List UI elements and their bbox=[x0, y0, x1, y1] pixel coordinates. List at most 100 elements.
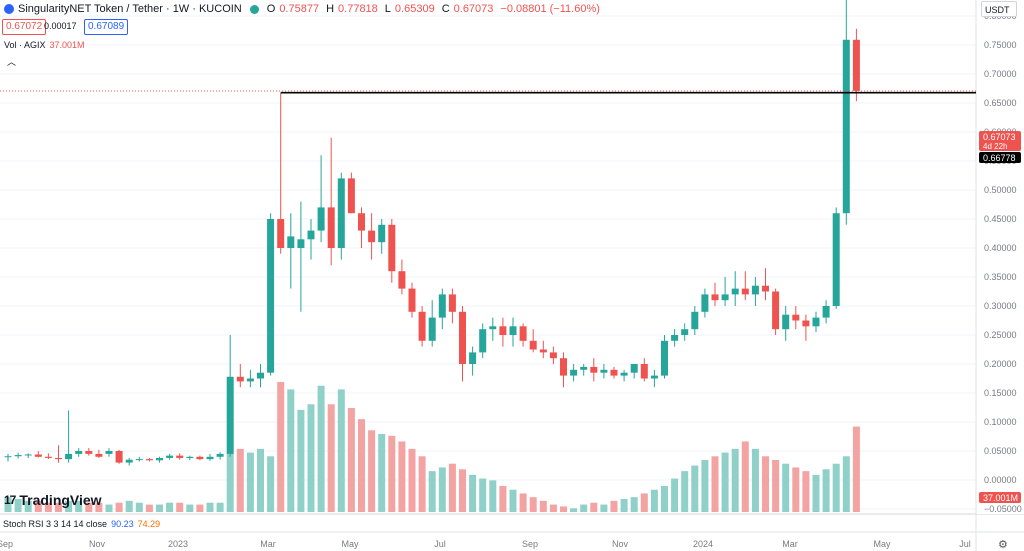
candle-body bbox=[751, 285, 759, 295]
candle bbox=[751, 277, 759, 306]
volume-bar bbox=[782, 463, 790, 512]
volume-bar bbox=[277, 382, 285, 512]
time-tick-label: Nov bbox=[89, 539, 106, 549]
candle bbox=[580, 364, 588, 376]
volume-bar bbox=[34, 500, 42, 512]
candle bbox=[358, 207, 365, 248]
time-tick-label: Jul bbox=[959, 539, 971, 549]
symbol-title[interactable]: SingularityNET Token / Tether · 1W · KUC… bbox=[18, 3, 242, 15]
volume-bar bbox=[580, 504, 588, 512]
candle-body bbox=[762, 285, 769, 292]
candle-body bbox=[75, 451, 83, 454]
candle-body bbox=[590, 366, 598, 373]
price-tick-label: 0.75000 bbox=[984, 40, 1017, 50]
candle bbox=[4, 453, 12, 462]
chevron-up-icon[interactable]: ︿ bbox=[7, 57, 17, 67]
candle-body bbox=[691, 311, 699, 330]
gear-icon[interactable]: ⚙ bbox=[998, 539, 1008, 551]
countdown-tag-value: 4d 22h bbox=[983, 142, 1007, 151]
candle-body bbox=[630, 364, 638, 373]
candle-body bbox=[125, 459, 133, 463]
candle-body bbox=[368, 230, 376, 243]
price-tick-label: 0.05000 bbox=[984, 446, 1017, 456]
candle bbox=[55, 445, 62, 463]
candle-body bbox=[428, 317, 436, 341]
stoch-rsi-legend: Stoch RSI 3 3 14 14 close 90.23 74.29 bbox=[3, 519, 160, 529]
candle-body bbox=[640, 364, 648, 379]
volume-bar bbox=[459, 469, 466, 512]
candle-body bbox=[772, 291, 780, 330]
price-axis[interactable]: 0.850000.800000.750000.700000.650000.600… bbox=[977, 0, 1024, 514]
candle bbox=[549, 346, 557, 364]
candle bbox=[529, 329, 537, 353]
candle bbox=[782, 306, 790, 341]
candle-body bbox=[24, 454, 32, 456]
candle-body bbox=[398, 271, 406, 289]
volume-bars bbox=[4, 382, 860, 512]
candle-body bbox=[287, 236, 295, 248]
candle-body bbox=[721, 294, 729, 301]
symbol-logo-icon bbox=[4, 4, 14, 14]
candle-body bbox=[782, 314, 790, 330]
candle-body bbox=[216, 453, 224, 457]
currency-button[interactable]: USDT bbox=[981, 1, 1017, 17]
horizontal-line[interactable] bbox=[0, 90, 976, 94]
candle-body bbox=[145, 459, 153, 461]
tradingview-logo[interactable]: 17 TradingView bbox=[4, 492, 102, 508]
volume-bar bbox=[539, 500, 547, 512]
volume-legend: Vol · AGIX 37.001M bbox=[4, 40, 85, 50]
volume-bar bbox=[75, 500, 83, 512]
volume-bar bbox=[802, 471, 810, 512]
sell-price-button[interactable]: 0.67072 bbox=[2, 19, 47, 35]
level-tag-value: 0.66778 bbox=[983, 153, 1016, 163]
volume-bar bbox=[398, 441, 406, 512]
candle-body bbox=[701, 294, 709, 312]
volume-label: Vol · AGIX bbox=[4, 40, 46, 50]
volume-bar bbox=[55, 502, 62, 512]
volume-bar bbox=[610, 500, 618, 512]
candle-body bbox=[489, 326, 497, 330]
volume-bar bbox=[711, 456, 719, 512]
candle bbox=[216, 452, 224, 460]
candle bbox=[428, 300, 436, 347]
candle bbox=[398, 259, 406, 295]
volume-bar bbox=[772, 460, 780, 512]
candle bbox=[832, 207, 840, 309]
tradingview-logo-icon: 17 bbox=[4, 493, 16, 507]
volume-bar bbox=[448, 463, 456, 512]
candle bbox=[701, 288, 709, 318]
close-label: C bbox=[441, 3, 450, 15]
volume-bar bbox=[246, 452, 254, 512]
candle bbox=[459, 306, 466, 382]
candle-body bbox=[388, 224, 396, 272]
volume-bar bbox=[822, 469, 830, 512]
buy-price-button[interactable]: 0.67089 bbox=[84, 19, 129, 35]
candle bbox=[135, 456, 143, 462]
candle bbox=[297, 201, 305, 312]
price-axis-bg bbox=[977, 0, 1024, 514]
candle-body bbox=[196, 456, 204, 460]
candle bbox=[802, 314, 810, 341]
volume-bar bbox=[388, 435, 396, 512]
candle bbox=[620, 369, 628, 382]
volume-bar bbox=[560, 506, 567, 512]
time-tick-label: 2023 bbox=[168, 539, 188, 549]
candle-body bbox=[792, 314, 800, 321]
candle-body bbox=[549, 352, 557, 359]
candle bbox=[14, 452, 22, 459]
candle-body bbox=[661, 340, 668, 376]
volume-bar bbox=[368, 430, 376, 512]
candle bbox=[125, 457, 133, 466]
volume-bar bbox=[4, 497, 12, 512]
price-tick-label: 0.00000 bbox=[984, 475, 1017, 485]
candle bbox=[489, 317, 497, 341]
volume-bar bbox=[428, 471, 436, 512]
volume-bar bbox=[145, 504, 153, 512]
candle-body bbox=[105, 451, 113, 454]
candle bbox=[34, 451, 42, 458]
candle bbox=[812, 311, 820, 333]
volume-bar bbox=[549, 504, 557, 512]
time-axis[interactable]: Sep Nov 2023 Mar May Jul Sep Nov 2024 Mar May Jul bbox=[0, 539, 971, 549]
